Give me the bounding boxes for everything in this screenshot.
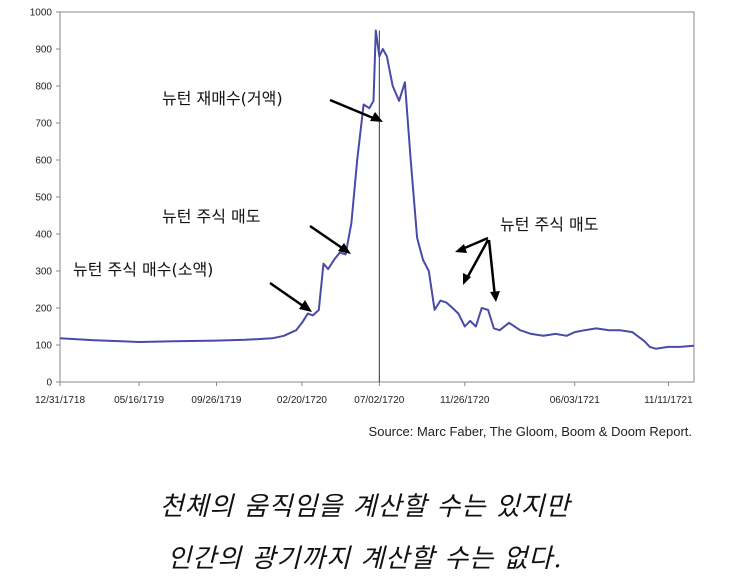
annotations: 뉴턴 재매수(거액) 뉴턴 주식 매도 뉴턴 주식 매수(소액) 뉴턴 주식 매… bbox=[73, 89, 599, 312]
y-tick-label: 100 bbox=[35, 341, 52, 352]
y-tick-label: 700 bbox=[35, 119, 52, 130]
annotation-sell-1: 뉴턴 주식 매도 bbox=[162, 207, 261, 226]
annotation-sell-2: 뉴턴 주식 매도 bbox=[500, 215, 599, 234]
annotation-buy-small: 뉴턴 주식 매수(소액) bbox=[73, 260, 213, 279]
y-tick-label: 0 bbox=[46, 378, 52, 389]
x-tick-label: 12/31/1718 bbox=[35, 395, 85, 406]
caption-line-1: 천체의 움직임을 계산할 수는 있지만 bbox=[159, 492, 571, 522]
y-tick-label: 1000 bbox=[30, 8, 53, 19]
arrow-sell-1 bbox=[309, 224, 346, 252]
x-tick-label: 11/11/1721 bbox=[644, 395, 693, 406]
x-tick-label: 06/03/1721 bbox=[550, 395, 600, 406]
arrow-buy-small bbox=[269, 281, 307, 310]
series-line bbox=[59, 29, 695, 350]
arrow-head-buy-small bbox=[299, 300, 312, 312]
arrow-sell-2c bbox=[487, 239, 497, 298]
price-chart: 0 100 200 300 400 500 600 700 800 900 1000 12/31/1… bbox=[30, 8, 695, 406]
y-tick-label: 800 bbox=[35, 82, 52, 93]
x-tick-label: 11/26/1720 bbox=[440, 395, 490, 406]
y-tick-label: 600 bbox=[35, 156, 52, 167]
y-tick-label: 500 bbox=[35, 193, 52, 204]
y-axis: 0 100 200 300 400 500 600 700 800 900 1000 bbox=[30, 8, 60, 389]
source-note: Source: Marc Faber, The Gloom, Boom & Do… bbox=[368, 424, 692, 439]
arrow-head-sell-2b bbox=[463, 273, 471, 285]
x-tick-label: 07/02/1720 bbox=[354, 395, 404, 406]
arrow-head-sell-1 bbox=[338, 243, 351, 254]
arrow-sell-2b bbox=[464, 239, 490, 281]
arrow-head-sell-2a bbox=[455, 244, 467, 253]
y-tick-label: 400 bbox=[35, 230, 52, 241]
y-tick-label: 200 bbox=[35, 304, 52, 315]
arrow-rebuy bbox=[329, 98, 379, 122]
plot-frame bbox=[59, 11, 695, 383]
x-tick-label: 05/16/1719 bbox=[114, 395, 164, 406]
x-tick-label: 02/20/1720 bbox=[277, 395, 327, 406]
x-axis: 12/31/1718 05/16/1719 09/26/1719 02/20/1720… bbox=[35, 382, 693, 406]
x-tick-label: 09/26/1719 bbox=[191, 395, 241, 406]
y-tick-label: 900 bbox=[35, 45, 52, 56]
y-tick-label: 300 bbox=[35, 267, 52, 278]
annotation-rebuy: 뉴턴 재매수(거액) bbox=[162, 89, 283, 108]
arrow-head-sell-2c bbox=[490, 291, 500, 302]
arrow-head-rebuy bbox=[370, 112, 383, 122]
caption-line-2: 인간의 광기까지 계산할 수는 없다. bbox=[167, 544, 563, 574]
